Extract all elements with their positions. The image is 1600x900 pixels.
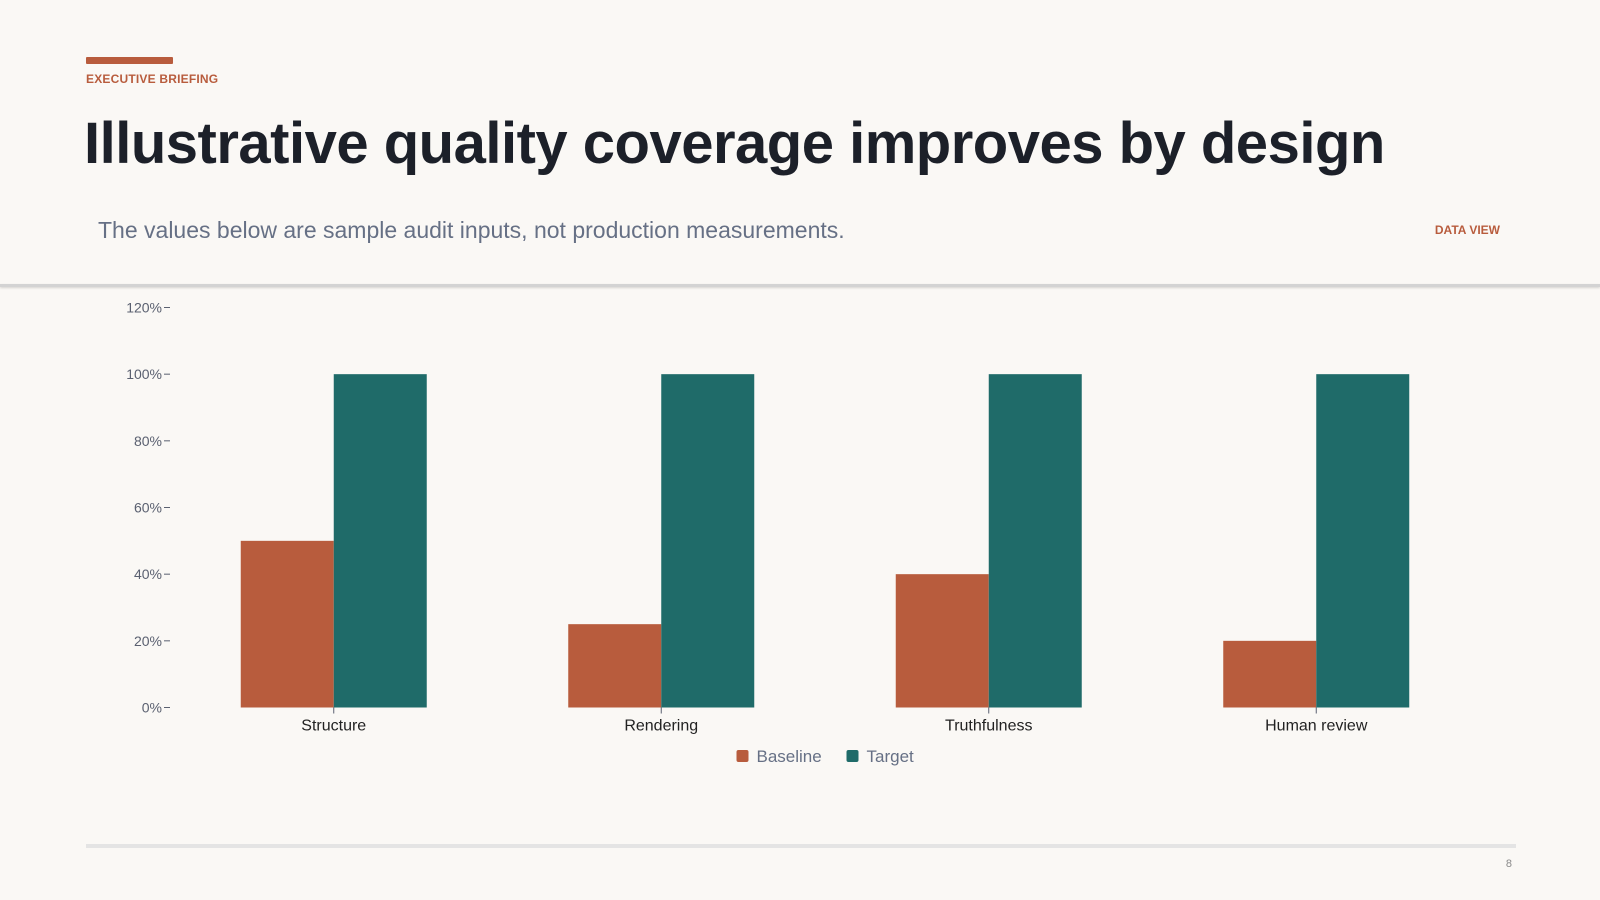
- legend-label-baseline: Baseline: [757, 747, 822, 766]
- y-tick-label: 60%: [134, 500, 162, 516]
- bar-baseline: [568, 624, 662, 708]
- bar-target: [988, 374, 1082, 708]
- data-view-tag: DATA VIEW: [1434, 223, 1500, 237]
- accent-bar: [86, 57, 173, 64]
- y-tick-label: 40%: [134, 566, 162, 582]
- header-divider: [0, 284, 1600, 287]
- bar-target: [333, 374, 427, 708]
- y-tick-label: 20%: [134, 633, 162, 649]
- slide-title: Illustrative quality coverage improves b…: [84, 111, 1385, 176]
- x-tick-label: Human review: [1265, 718, 1368, 735]
- bar-baseline: [240, 540, 334, 708]
- x-tick-label: Truthfulness: [945, 718, 1032, 735]
- eyebrow-label: EXECUTIVE BRIEFING: [86, 72, 219, 86]
- bar-baseline: [895, 574, 989, 708]
- y-tick-label: 120%: [126, 300, 162, 316]
- slide-subtitle: The values below are sample audit inputs…: [98, 217, 845, 243]
- x-tick-label: Rendering: [624, 718, 698, 735]
- footer-divider: [86, 844, 1516, 848]
- y-tick-label: 0%: [142, 700, 162, 716]
- bar-target: [1316, 374, 1410, 708]
- bar-baseline: [1223, 640, 1317, 708]
- legend-label-target: Target: [867, 747, 915, 766]
- bar-target: [661, 374, 755, 708]
- legend-swatch-target: [846, 750, 859, 762]
- page-number: 8: [1505, 858, 1512, 870]
- x-tick-label: Structure: [301, 718, 366, 735]
- y-tick-label: 100%: [126, 366, 162, 382]
- y-tick-label: 80%: [134, 433, 162, 449]
- legend-swatch-baseline: [736, 750, 749, 762]
